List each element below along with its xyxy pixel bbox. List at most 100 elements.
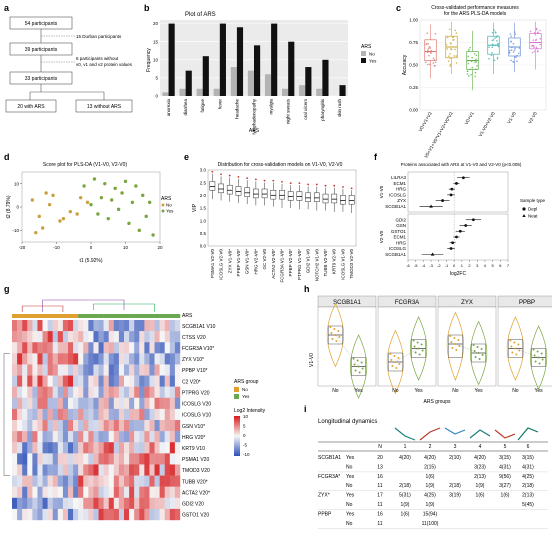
panel-h-violin-no	[446, 311, 464, 381]
panel-f-xtick: 1	[461, 263, 464, 268]
heatmap-cell	[98, 386, 104, 398]
heatmap-cell	[22, 397, 28, 410]
heatmap-cell	[154, 397, 160, 410]
heatmap-cell	[164, 364, 171, 376]
panel-g-group-cell	[27, 314, 33, 318]
panel-c-point	[445, 44, 448, 46]
heatmap-cell	[98, 364, 104, 376]
heatmap-cell	[47, 431, 53, 443]
heatmap-cell	[37, 408, 43, 421]
heatmap-cell	[47, 486, 53, 498]
panel-d-ytick: 0	[16, 205, 19, 210]
heatmap-cell	[98, 486, 104, 498]
heatmap-cell	[113, 408, 120, 421]
heatmap-cell	[57, 320, 64, 332]
panel-i-cell: 1(6)	[401, 511, 410, 517]
panel-b-letter: b	[144, 3, 150, 13]
panel-f-legend-neat-triangle	[522, 214, 526, 217]
heatmap-cell	[68, 397, 74, 410]
heatmap-cell	[17, 331, 23, 343]
heatmap-cell	[164, 442, 171, 454]
heatmap-cell	[93, 420, 99, 432]
heatmap-cell	[73, 397, 79, 410]
panel-d-point-yes	[89, 202, 93, 207]
panel-c-point	[513, 49, 516, 51]
panel-i-cell: 11(100)	[422, 521, 439, 527]
heatmap-cell	[22, 320, 28, 332]
panel-d-plot-area	[21, 171, 161, 243]
panel-h-violin-no	[386, 329, 404, 395]
heatmap-cell	[78, 486, 84, 498]
panel-d-ylabel: t2 (8.79%)	[6, 195, 12, 218]
panel-f-legend-depl-dot	[522, 207, 526, 211]
panel-i: i Longitudinal dynamics N 1 2 3 4 5 6 SCGB1A1 Ye…	[304, 404, 548, 529]
heatmap-cell	[144, 331, 150, 343]
panel-g-group-cell	[68, 314, 74, 318]
panel-h-point-yes	[473, 350, 476, 352]
panel-e-outlier	[307, 183, 310, 186]
panel-c-point	[475, 61, 478, 63]
panel-e-ytick: 1.0	[200, 218, 207, 223]
heatmap-cell	[68, 342, 74, 354]
heatmap-cell	[103, 353, 109, 365]
heatmap-cell	[98, 475, 104, 487]
heatmap-cell	[149, 420, 155, 432]
heatmap-cell	[93, 342, 99, 354]
heatmap-cell	[154, 486, 160, 498]
panel-e-xtick: TUBB V2-V0*	[323, 249, 328, 277]
heatmap-cell	[108, 464, 115, 476]
panel-f-xtick: 0	[453, 263, 456, 268]
heatmap-cell	[154, 464, 160, 476]
panel-e-box	[235, 186, 242, 196]
panel-d-point-yes	[141, 193, 145, 198]
heatmap-cell	[169, 475, 176, 487]
panel-f-protein-label: HRG	[396, 187, 406, 192]
panel-c-point	[516, 60, 518, 63]
heatmap-cell	[47, 497, 53, 510]
panel-c-point	[467, 55, 470, 58]
heatmap-cell	[52, 320, 59, 332]
heatmap-cell	[83, 497, 89, 510]
panel-h-point-yes	[478, 358, 481, 360]
heatmap-cell	[174, 342, 181, 354]
panel-i-cell: 3(19)	[449, 493, 461, 499]
heatmap-cell	[47, 375, 53, 387]
heatmap-cell	[12, 397, 18, 410]
heatmap-cell	[73, 364, 79, 376]
panel-d-point-yes	[106, 216, 110, 221]
heatmap-cell	[139, 486, 145, 498]
panel-i-cell: 4(25)	[424, 493, 436, 499]
heatmap-cell	[129, 353, 135, 365]
heatmap-cell	[103, 431, 109, 443]
panel-i-sparkline	[444, 427, 466, 435]
heatmap-cell	[164, 408, 171, 421]
panel-c-ytick: 0.00	[409, 108, 418, 113]
heatmap-cell	[27, 375, 33, 387]
heatmap-cell	[154, 353, 160, 365]
heatmap-cell	[144, 375, 150, 387]
heatmap-cell	[174, 464, 181, 476]
heatmap-cell	[149, 353, 155, 365]
heatmap-cell	[164, 342, 171, 354]
heatmap-cell	[68, 375, 74, 387]
bar-no-diarrhea	[179, 88, 186, 96]
heatmap-cell	[103, 497, 109, 510]
heatmap-cell	[47, 453, 53, 465]
bar-no-myalgia	[264, 74, 272, 96]
panel-i-cell: 5(45)	[522, 502, 534, 508]
heatmap-cell	[27, 342, 33, 354]
panel-i-cell: 3(23)	[474, 464, 486, 470]
panel-i-n: 17	[377, 493, 383, 499]
heatmap-cell	[169, 431, 176, 443]
heatmap-cell	[17, 497, 23, 510]
heatmap-cell	[22, 464, 28, 476]
heatmap-cell	[154, 497, 160, 510]
heatmap-cell	[47, 353, 53, 365]
heatmap-cell	[12, 386, 18, 398]
panel-h-xlabel: ARS groups	[424, 399, 451, 405]
panel-e-box	[261, 188, 268, 199]
panel-i-cell: 1(9)	[426, 483, 435, 489]
heatmap-cell	[124, 320, 130, 332]
panel-c-point	[450, 48, 452, 50]
heatmap-cell	[52, 442, 59, 454]
